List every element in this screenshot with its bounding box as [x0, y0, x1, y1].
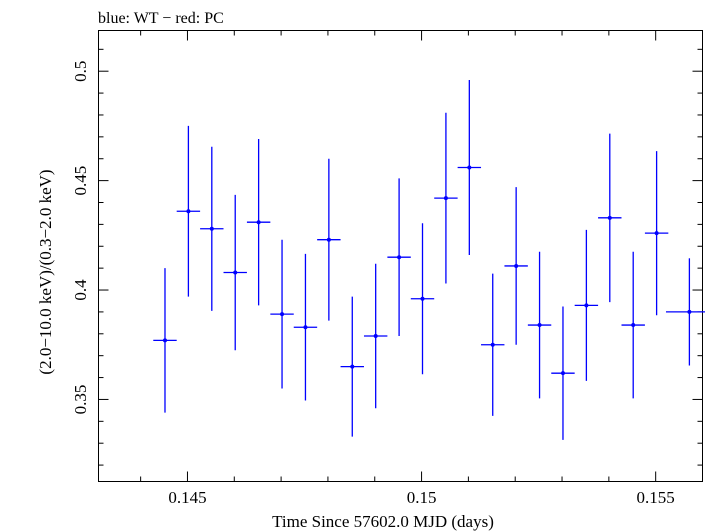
x-tick-label: 0.15	[407, 488, 437, 507]
data-marker	[397, 255, 402, 260]
data-marker	[607, 215, 612, 220]
data-marker	[303, 325, 308, 330]
data-point	[176, 125, 201, 297]
data-point	[317, 158, 341, 321]
data-point	[200, 146, 224, 311]
data-point	[153, 268, 177, 413]
data-marker	[490, 342, 495, 347]
x-axis-label: Time Since 57602.0 MJD (days)	[272, 512, 494, 531]
data-point	[246, 139, 271, 306]
chart-title: blue: WT − red: PC	[98, 10, 224, 27]
data-point	[293, 253, 318, 401]
data-point	[270, 239, 294, 389]
data-marker	[256, 220, 261, 225]
data-point	[410, 223, 435, 375]
data-marker	[560, 371, 565, 376]
data-point	[387, 178, 411, 336]
data-marker	[537, 323, 542, 328]
x-major-ticks	[186, 30, 657, 482]
data-marker	[280, 312, 285, 317]
data-marker	[233, 270, 238, 275]
data-point	[481, 273, 505, 416]
y-major-ticks	[98, 70, 703, 400]
data-marker	[654, 231, 659, 236]
data-marker	[420, 296, 425, 301]
data-marker	[631, 323, 636, 328]
data-point	[665, 258, 705, 366]
data-point	[551, 306, 575, 440]
y-tick-label: 0.35	[71, 385, 90, 415]
y-tick-label: 0.45	[71, 166, 90, 196]
data-marker	[514, 263, 519, 268]
plot-frame	[98, 30, 703, 482]
x-minor-ticks	[140, 30, 610, 482]
y-tick-labels: 0.35 0.4 0.45 0.5	[71, 61, 90, 415]
data-marker	[443, 196, 448, 201]
data-point	[434, 112, 458, 284]
data-marker	[584, 303, 589, 308]
data-marker	[467, 165, 472, 170]
x-tick-label: 0.145	[168, 488, 206, 507]
x-tick-labels: 0.145 0.15 0.155	[168, 488, 674, 507]
data-marker	[186, 209, 191, 214]
y-tick-label: 0.5	[71, 61, 90, 82]
data-marker	[350, 364, 355, 369]
x-tick-label: 0.155	[637, 488, 675, 507]
data-marker	[687, 309, 692, 314]
data-point	[644, 151, 669, 316]
data-point	[527, 251, 552, 399]
data-marker	[162, 338, 167, 343]
data-point	[363, 263, 388, 409]
data-point	[457, 79, 482, 256]
data-point	[574, 229, 599, 381]
data-point	[504, 187, 528, 345]
data-point	[621, 251, 645, 399]
y-tick-label: 0.4	[71, 279, 90, 301]
y-axis-label: (2.0−10.0 keV)/(0.3−2.0 keV)	[36, 169, 55, 374]
data-marker	[326, 237, 331, 242]
data-marker	[209, 226, 214, 231]
data-marker	[373, 333, 378, 338]
data-point	[598, 133, 622, 303]
data-points	[153, 79, 705, 440]
data-point	[223, 194, 247, 351]
data-point	[340, 296, 364, 437]
